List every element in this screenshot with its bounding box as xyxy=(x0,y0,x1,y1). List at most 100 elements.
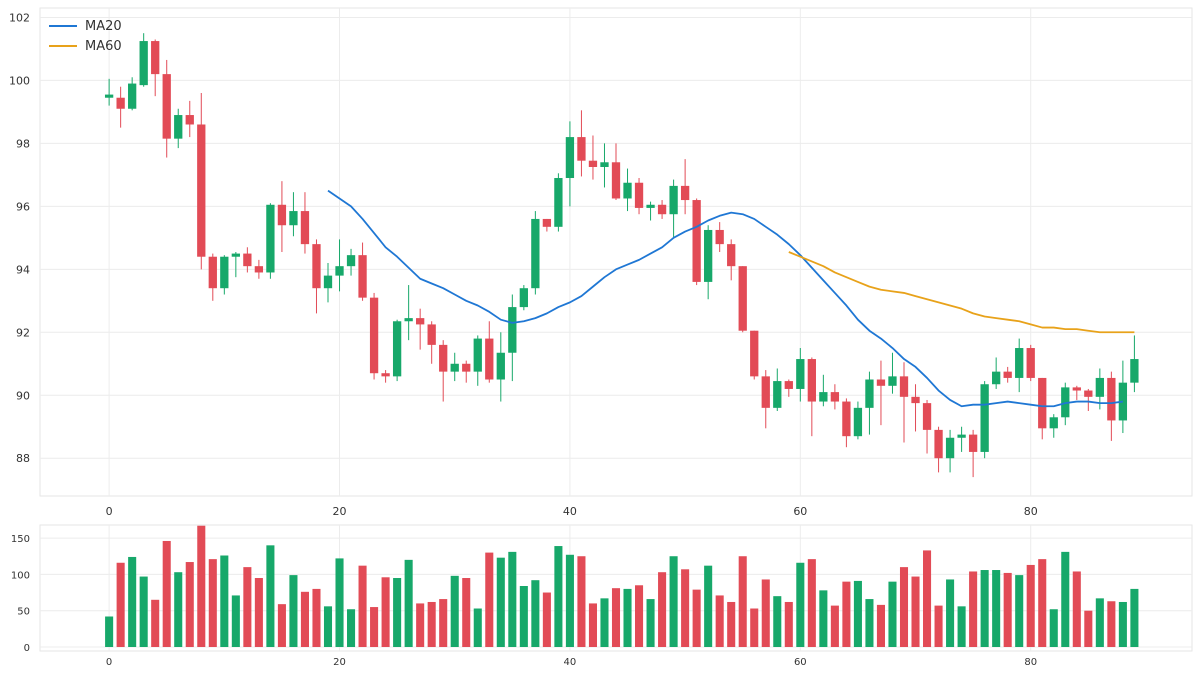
candle xyxy=(151,39,160,97)
candle xyxy=(128,77,137,111)
candle xyxy=(427,321,436,364)
volume-bar xyxy=(727,601,736,647)
candle xyxy=(980,381,989,459)
candle xyxy=(968,429,978,478)
candle xyxy=(1049,414,1058,438)
candle xyxy=(577,110,586,177)
candle xyxy=(220,255,229,295)
candle-body xyxy=(323,275,333,289)
volume-bar xyxy=(992,570,1001,647)
candle xyxy=(162,59,171,158)
volume-bar xyxy=(1049,609,1058,647)
candle-body xyxy=(657,204,667,215)
volume-bar xyxy=(277,604,286,647)
candle xyxy=(680,159,690,215)
candle-body xyxy=(208,256,217,289)
candle-body xyxy=(1130,359,1139,383)
volume-bar xyxy=(542,592,551,647)
candle xyxy=(1038,377,1047,440)
candle-body xyxy=(1015,348,1024,378)
candle xyxy=(876,360,886,426)
volume-x-tick-label: 20 xyxy=(333,657,346,668)
candle xyxy=(992,357,1001,389)
candle xyxy=(807,357,816,437)
price-y-tick-label: 102 xyxy=(9,11,30,24)
candle xyxy=(531,211,540,295)
volume-bars xyxy=(105,525,1139,647)
candle-body xyxy=(519,288,528,308)
candle-body xyxy=(1118,382,1128,421)
candle-body xyxy=(600,162,609,167)
volume-bar xyxy=(577,556,586,647)
candle-body xyxy=(853,407,863,437)
candle xyxy=(243,247,252,273)
volume-bar xyxy=(370,607,379,647)
candle xyxy=(197,93,206,270)
candle xyxy=(508,294,517,382)
volume-bar xyxy=(611,588,621,647)
candle xyxy=(1084,388,1093,411)
volume-bar xyxy=(312,588,321,647)
volume-bar xyxy=(1084,610,1093,647)
candle xyxy=(692,198,701,286)
volume-bar xyxy=(1038,559,1047,647)
volume-bar xyxy=(819,590,828,647)
volume-y-tick-label: 50 xyxy=(17,607,30,618)
volume-bar xyxy=(208,559,217,647)
candle xyxy=(715,222,724,252)
volume-bar xyxy=(934,605,943,647)
candle xyxy=(1072,385,1081,400)
volume-x-tick-label: 0 xyxy=(106,657,112,668)
candle-body xyxy=(1038,377,1047,429)
candle-body xyxy=(220,256,229,289)
candle-body xyxy=(842,401,851,437)
candle-body xyxy=(531,218,540,289)
volume-bar xyxy=(220,555,229,647)
candle-body xyxy=(750,330,759,377)
candle-body xyxy=(289,211,298,226)
candle xyxy=(404,285,413,341)
candle xyxy=(231,252,240,278)
volume-bar xyxy=(266,545,275,647)
price-x-tick-label: 60 xyxy=(793,505,807,518)
candle-body xyxy=(704,229,713,282)
volume-bar xyxy=(750,608,759,647)
volume-bar xyxy=(128,556,137,647)
volume-bar xyxy=(1095,598,1104,647)
candlesticks xyxy=(104,33,1139,478)
price-y-tick-labels: 88 90 92 94 96 98 100 102 xyxy=(9,11,30,465)
candle xyxy=(358,242,367,301)
volume-bar xyxy=(174,572,183,647)
candle-body xyxy=(692,200,701,282)
volume-bar xyxy=(473,608,482,647)
candle xyxy=(934,426,943,473)
volume-y-tick-label: 0 xyxy=(24,643,30,654)
volume-bar xyxy=(323,606,333,647)
candle-body xyxy=(197,124,206,257)
candle-body xyxy=(1003,371,1012,378)
price-y-tick-label: 96 xyxy=(16,200,30,213)
candle xyxy=(116,86,125,128)
candle xyxy=(439,340,448,402)
volume-bar xyxy=(1026,564,1035,647)
candle xyxy=(462,360,471,383)
candle-body xyxy=(485,338,494,380)
price-y-tick-label: 100 xyxy=(9,74,30,87)
candle-body xyxy=(128,83,137,109)
price-y-tick-label: 94 xyxy=(16,263,30,276)
candle-body xyxy=(392,321,402,377)
candle xyxy=(174,108,183,149)
legend: MA20 MA60 xyxy=(49,19,122,54)
legend-ma20-label: MA20 xyxy=(85,19,122,34)
candle xyxy=(104,78,114,106)
candle xyxy=(323,263,333,303)
candle xyxy=(485,321,494,383)
candle-body xyxy=(588,160,598,167)
candle xyxy=(657,200,667,219)
candle xyxy=(600,143,609,188)
candle-body xyxy=(611,162,621,199)
candle xyxy=(312,239,321,314)
candle-body xyxy=(439,344,448,372)
volume-bar xyxy=(347,609,356,647)
